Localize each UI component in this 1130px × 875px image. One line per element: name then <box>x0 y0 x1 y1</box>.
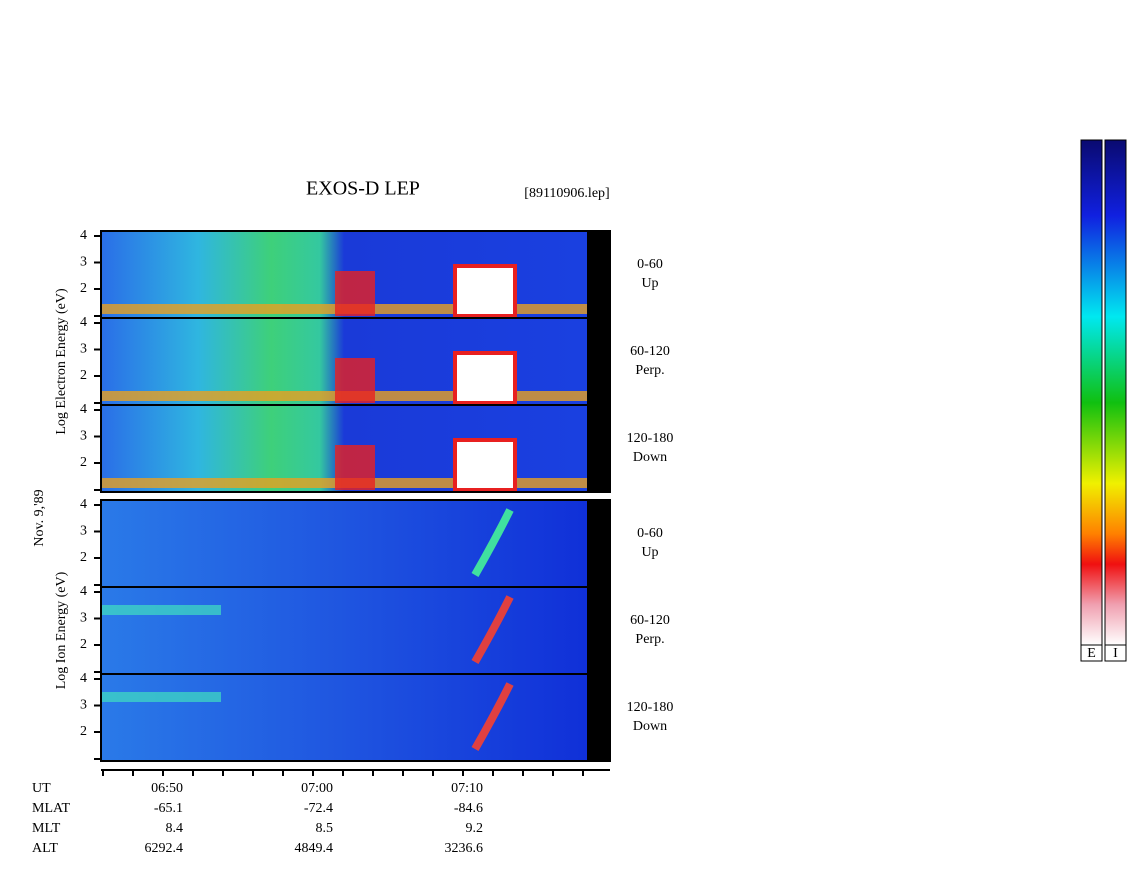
channel-range: 60-120 <box>630 344 670 359</box>
ion-beam <box>101 605 221 615</box>
y-tick-label: 2 <box>80 637 87 652</box>
y-tick-label: 3 <box>80 255 87 270</box>
row-value: 8.5 <box>316 821 334 836</box>
channel-range: 60-120 <box>630 613 670 628</box>
channel-direction: Perp. <box>635 363 664 378</box>
spectrogram <box>101 500 587 587</box>
burst <box>335 358 375 403</box>
y-tick-label: 4 <box>80 315 87 330</box>
y-tick-label: 4 <box>80 402 87 417</box>
row-value: 07:00 <box>301 781 333 796</box>
channel-direction: Up <box>641 545 658 560</box>
row-label: ALT <box>32 841 58 856</box>
burst <box>335 445 375 490</box>
no-data <box>587 318 610 405</box>
date: Nov. 9,'89 <box>32 489 47 546</box>
row-label: MLT <box>32 821 61 836</box>
row-value: 6292.4 <box>145 841 184 856</box>
channel-range: 120-180 <box>627 700 674 715</box>
burst-edge <box>453 438 517 492</box>
axis-label: Log Ion Energy (eV) <box>54 571 69 689</box>
spectrogram <box>101 587 587 674</box>
no-data <box>587 587 610 674</box>
y-tick-label: 3 <box>80 429 87 444</box>
no-data <box>587 405 610 492</box>
colorbar-label: E <box>1087 646 1096 661</box>
row-value: 8.4 <box>166 821 184 836</box>
y-tick-label: 4 <box>80 584 87 599</box>
colorbar-label-box <box>1104 644 1127 662</box>
row-value: 06:50 <box>151 781 183 796</box>
row-value: 4849.4 <box>295 841 334 856</box>
y-tick-label: 2 <box>80 368 87 383</box>
burst <box>455 266 515 316</box>
y-tick-label: 4 <box>80 228 87 243</box>
y-tick-label: 3 <box>80 611 87 626</box>
panel-frame <box>100 673 611 762</box>
y-tick-label: 2 <box>80 281 87 296</box>
channel-direction: Down <box>633 719 667 734</box>
file-name: [89110906.lep] <box>524 186 609 201</box>
burst-edge <box>453 264 517 318</box>
ion-feature <box>471 508 514 577</box>
row-value: 9.2 <box>466 821 484 836</box>
row-value: 07:10 <box>451 781 483 796</box>
y-tick-label: 2 <box>80 724 87 739</box>
no-data <box>587 674 610 761</box>
ion-beam <box>101 692 221 702</box>
channel-direction: Up <box>641 276 658 291</box>
row-label: UT <box>32 781 51 796</box>
burst <box>455 440 515 490</box>
row-value: 3236.6 <box>445 841 484 856</box>
y-tick-label: 4 <box>80 497 87 512</box>
channel-range: 120-180 <box>627 431 674 446</box>
row-label: MLAT <box>32 801 71 816</box>
channel-direction: Down <box>633 450 667 465</box>
panel-frame <box>100 404 611 493</box>
y-tick-label: 4 <box>80 671 87 686</box>
row-value: -65.1 <box>154 801 183 816</box>
colorbar-label-box <box>1080 644 1103 662</box>
colorbar <box>1104 139 1127 646</box>
no-data <box>587 500 610 587</box>
title: EXOS-D LEP <box>306 178 420 200</box>
colorbar-label: I <box>1113 646 1118 661</box>
burst-edge <box>453 351 517 405</box>
channel-range: 0-60 <box>637 257 663 272</box>
ion-feature <box>471 595 514 664</box>
y-tick-label: 2 <box>80 455 87 470</box>
y-tick-label: 3 <box>80 698 87 713</box>
row-value: -72.4 <box>304 801 333 816</box>
colorbar <box>1080 139 1103 646</box>
row-value: -84.6 <box>454 801 483 816</box>
channel-range: 0-60 <box>637 526 663 541</box>
y-tick-label: 3 <box>80 524 87 539</box>
burst <box>335 271 375 316</box>
spectrogram <box>101 674 587 761</box>
ion-feature <box>471 682 514 751</box>
channel-direction: Perp. <box>635 632 664 647</box>
no-data <box>587 231 610 318</box>
y-tick-label: 2 <box>80 550 87 565</box>
burst <box>455 353 515 403</box>
y-tick-label: 3 <box>80 342 87 357</box>
axis-label: Log Electron Energy (eV) <box>54 288 69 435</box>
